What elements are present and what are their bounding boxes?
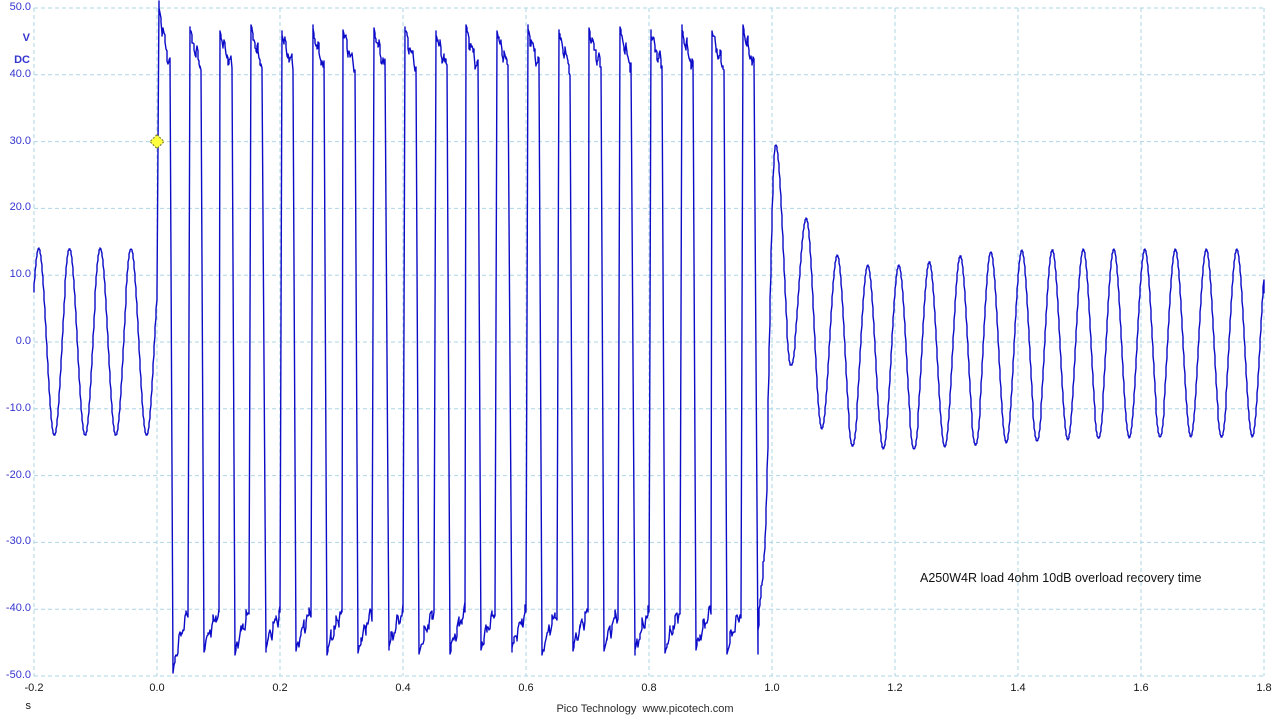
y-tick-label: -50.0 — [5, 669, 31, 681]
y-tick-label: -10.0 — [5, 401, 31, 414]
x-tick-label: 0.2 — [272, 682, 288, 694]
y-axis-unit-label: V — [22, 32, 30, 44]
x-tick-label: 0.8 — [641, 682, 657, 694]
x-tick-label: 1.6 — [1133, 682, 1149, 694]
chart-annotation: A250W4R load 4ohm 10dB overload recovery… — [920, 571, 1202, 585]
y-tick-label: -30.0 — [5, 535, 31, 548]
footer-watermark: Pico Technology www.picotech.com — [556, 703, 734, 715]
y-tick-label: 10.0 — [9, 268, 31, 281]
y-tick-label: -20.0 — [5, 468, 31, 481]
y-tick-label: 30.0 — [9, 134, 31, 147]
y-tick-label: 40.0 — [9, 67, 31, 80]
y-tick-label: 50.0 — [9, 1, 31, 13]
x-tick-label: 1.8 — [1256, 682, 1272, 694]
x-tick-label: 0.0 — [149, 682, 165, 694]
x-tick-label: 1.2 — [887, 682, 903, 694]
channel-a-trace — [33, 0, 1265, 674]
y-tick-label: 0.0 — [15, 335, 31, 347]
coupling-label: DC — [14, 54, 30, 66]
x-tick-label: 0.6 — [518, 682, 534, 694]
x-tick-label: -0.2 — [24, 682, 44, 694]
x-axis-unit-label: s — [25, 700, 32, 712]
y-tick-label: -40.0 — [5, 602, 31, 615]
x-tick-label: 1.0 — [764, 682, 780, 694]
x-tick-label: 1.4 — [1010, 682, 1026, 694]
x-tick-label: 0.4 — [395, 682, 411, 694]
y-tick-label: 20.0 — [9, 201, 31, 214]
trigger-marker-icon[interactable] — [149, 133, 165, 150]
